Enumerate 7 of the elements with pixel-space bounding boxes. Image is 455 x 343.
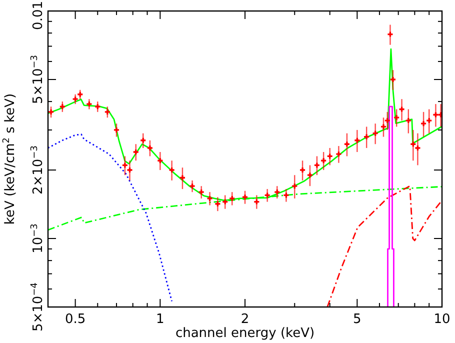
x-tick-label: 0.5 (64, 312, 86, 327)
y-tick-label: 0.01 (31, 1, 46, 30)
x-axis-title: channel energy (keV) (175, 326, 315, 341)
x-tick-label: 10 (434, 312, 450, 327)
x-tick-label: 5 (353, 312, 362, 327)
x-tick-label: 2 (240, 312, 250, 327)
x-tick-label: 1 (156, 312, 164, 327)
